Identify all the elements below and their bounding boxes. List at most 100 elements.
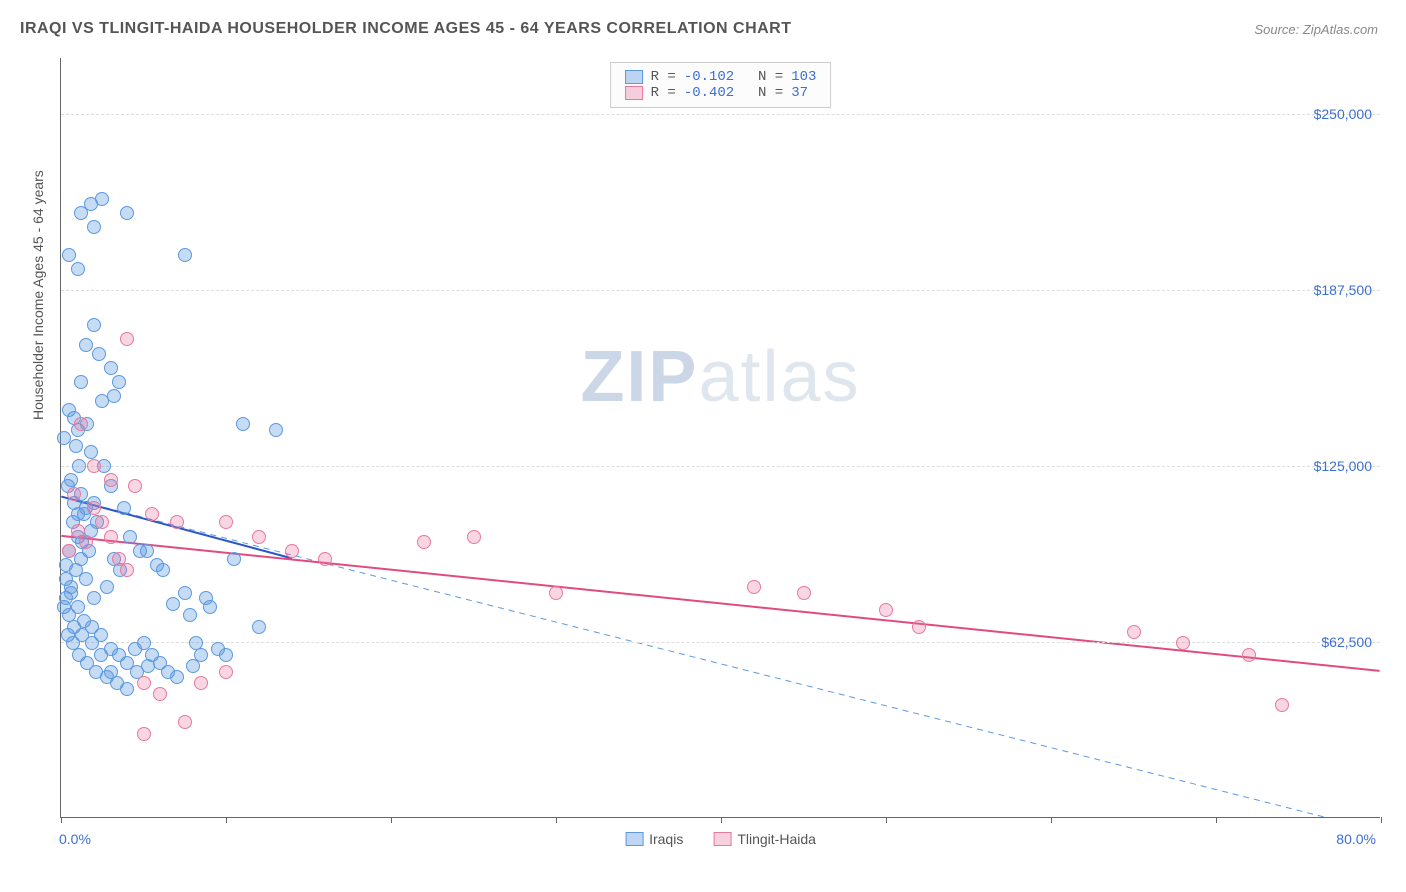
scatter-point — [166, 597, 180, 611]
scatter-point — [269, 423, 283, 437]
legend-item: Iraqis — [625, 831, 683, 847]
scatter-point — [219, 648, 233, 662]
scatter-point — [170, 515, 184, 529]
r-value: -0.102 — [684, 69, 734, 85]
scatter-point — [104, 361, 118, 375]
scatter-point — [227, 552, 241, 566]
scatter-point — [141, 659, 155, 673]
regression-lines-layer — [61, 58, 1380, 817]
scatter-point — [72, 459, 86, 473]
series-legend: Iraqis Tlingit-Haida — [625, 831, 816, 847]
watermark-zip: ZIP — [580, 337, 698, 417]
legend-row: R = -0.402 N = 37 — [625, 85, 817, 101]
chart-plot-area: ZIPatlas R = -0.102 N = 103 R = -0.402 N… — [60, 58, 1380, 818]
scatter-point — [1127, 625, 1141, 639]
scatter-point — [252, 620, 266, 634]
scatter-point — [145, 507, 159, 521]
scatter-point — [879, 603, 893, 617]
scatter-point — [156, 563, 170, 577]
scatter-point — [170, 670, 184, 684]
scatter-point — [133, 544, 147, 558]
scatter-point — [71, 262, 85, 276]
scatter-point — [123, 530, 137, 544]
scatter-point — [87, 318, 101, 332]
x-tick — [886, 817, 887, 823]
scatter-point — [62, 544, 76, 558]
scatter-point — [137, 727, 151, 741]
scatter-point — [120, 563, 134, 577]
r-label: R = — [651, 69, 676, 85]
x-tick — [556, 817, 557, 823]
scatter-point — [797, 586, 811, 600]
y-tick-label: $187,500 — [1314, 282, 1372, 298]
r-value: -0.402 — [684, 85, 734, 101]
scatter-point — [104, 665, 118, 679]
scatter-point — [1176, 636, 1190, 650]
legend-label: Tlingit-Haida — [737, 831, 816, 847]
legend-label: Iraqis — [649, 831, 683, 847]
scatter-point — [1275, 698, 1289, 712]
x-tick — [1381, 817, 1382, 823]
scatter-point — [79, 535, 93, 549]
watermark-atlas: atlas — [698, 337, 860, 417]
scatter-point — [178, 715, 192, 729]
scatter-point — [219, 665, 233, 679]
scatter-point — [92, 347, 106, 361]
legend-row: R = -0.102 N = 103 — [625, 69, 817, 85]
scatter-point — [67, 487, 81, 501]
x-axis-max-label: 80.0% — [1336, 831, 1376, 847]
x-tick — [1051, 817, 1052, 823]
scatter-point — [84, 445, 98, 459]
scatter-point — [57, 431, 71, 445]
scatter-point — [252, 530, 266, 544]
scatter-point — [95, 192, 109, 206]
x-tick — [226, 817, 227, 823]
scatter-point — [104, 530, 118, 544]
scatter-point — [417, 535, 431, 549]
n-value: 37 — [791, 85, 808, 101]
y-tick-label: $125,000 — [1314, 458, 1372, 474]
scatter-point — [107, 389, 121, 403]
scatter-point — [87, 501, 101, 515]
scatter-point — [153, 687, 167, 701]
scatter-point — [285, 544, 299, 558]
scatter-point — [79, 338, 93, 352]
n-value: 103 — [791, 69, 816, 85]
scatter-point — [912, 620, 926, 634]
regression-line — [61, 536, 1379, 671]
scatter-point — [203, 600, 217, 614]
scatter-point — [120, 682, 134, 696]
x-axis-min-label: 0.0% — [59, 831, 91, 847]
y-tick-label: $250,000 — [1314, 106, 1372, 122]
chart-title: IRAQI VS TLINGIT-HAIDA HOUSEHOLDER INCOM… — [20, 20, 1386, 38]
gridline — [61, 290, 1380, 291]
scatter-point — [74, 417, 88, 431]
scatter-point — [62, 403, 76, 417]
scatter-point — [186, 659, 200, 673]
legend-item: Tlingit-Haida — [713, 831, 816, 847]
scatter-point — [69, 439, 83, 453]
gridline — [61, 466, 1380, 467]
scatter-point — [120, 332, 134, 346]
scatter-point — [178, 248, 192, 262]
scatter-point — [1242, 648, 1256, 662]
scatter-point — [120, 206, 134, 220]
n-label: N = — [758, 85, 783, 101]
scatter-point — [87, 220, 101, 234]
legend-swatch — [625, 832, 643, 846]
watermark: ZIPatlas — [580, 336, 860, 418]
scatter-point — [549, 586, 563, 600]
scatter-point — [318, 552, 332, 566]
gridline — [61, 114, 1380, 115]
scatter-point — [194, 676, 208, 690]
scatter-point — [69, 563, 83, 577]
x-tick — [61, 817, 62, 823]
scatter-point — [137, 676, 151, 690]
legend-swatch — [713, 832, 731, 846]
scatter-point — [467, 530, 481, 544]
scatter-point — [128, 479, 142, 493]
correlation-legend: R = -0.102 N = 103 R = -0.402 N = 37 — [610, 62, 832, 108]
x-tick — [391, 817, 392, 823]
scatter-point — [94, 648, 108, 662]
x-tick — [1216, 817, 1217, 823]
